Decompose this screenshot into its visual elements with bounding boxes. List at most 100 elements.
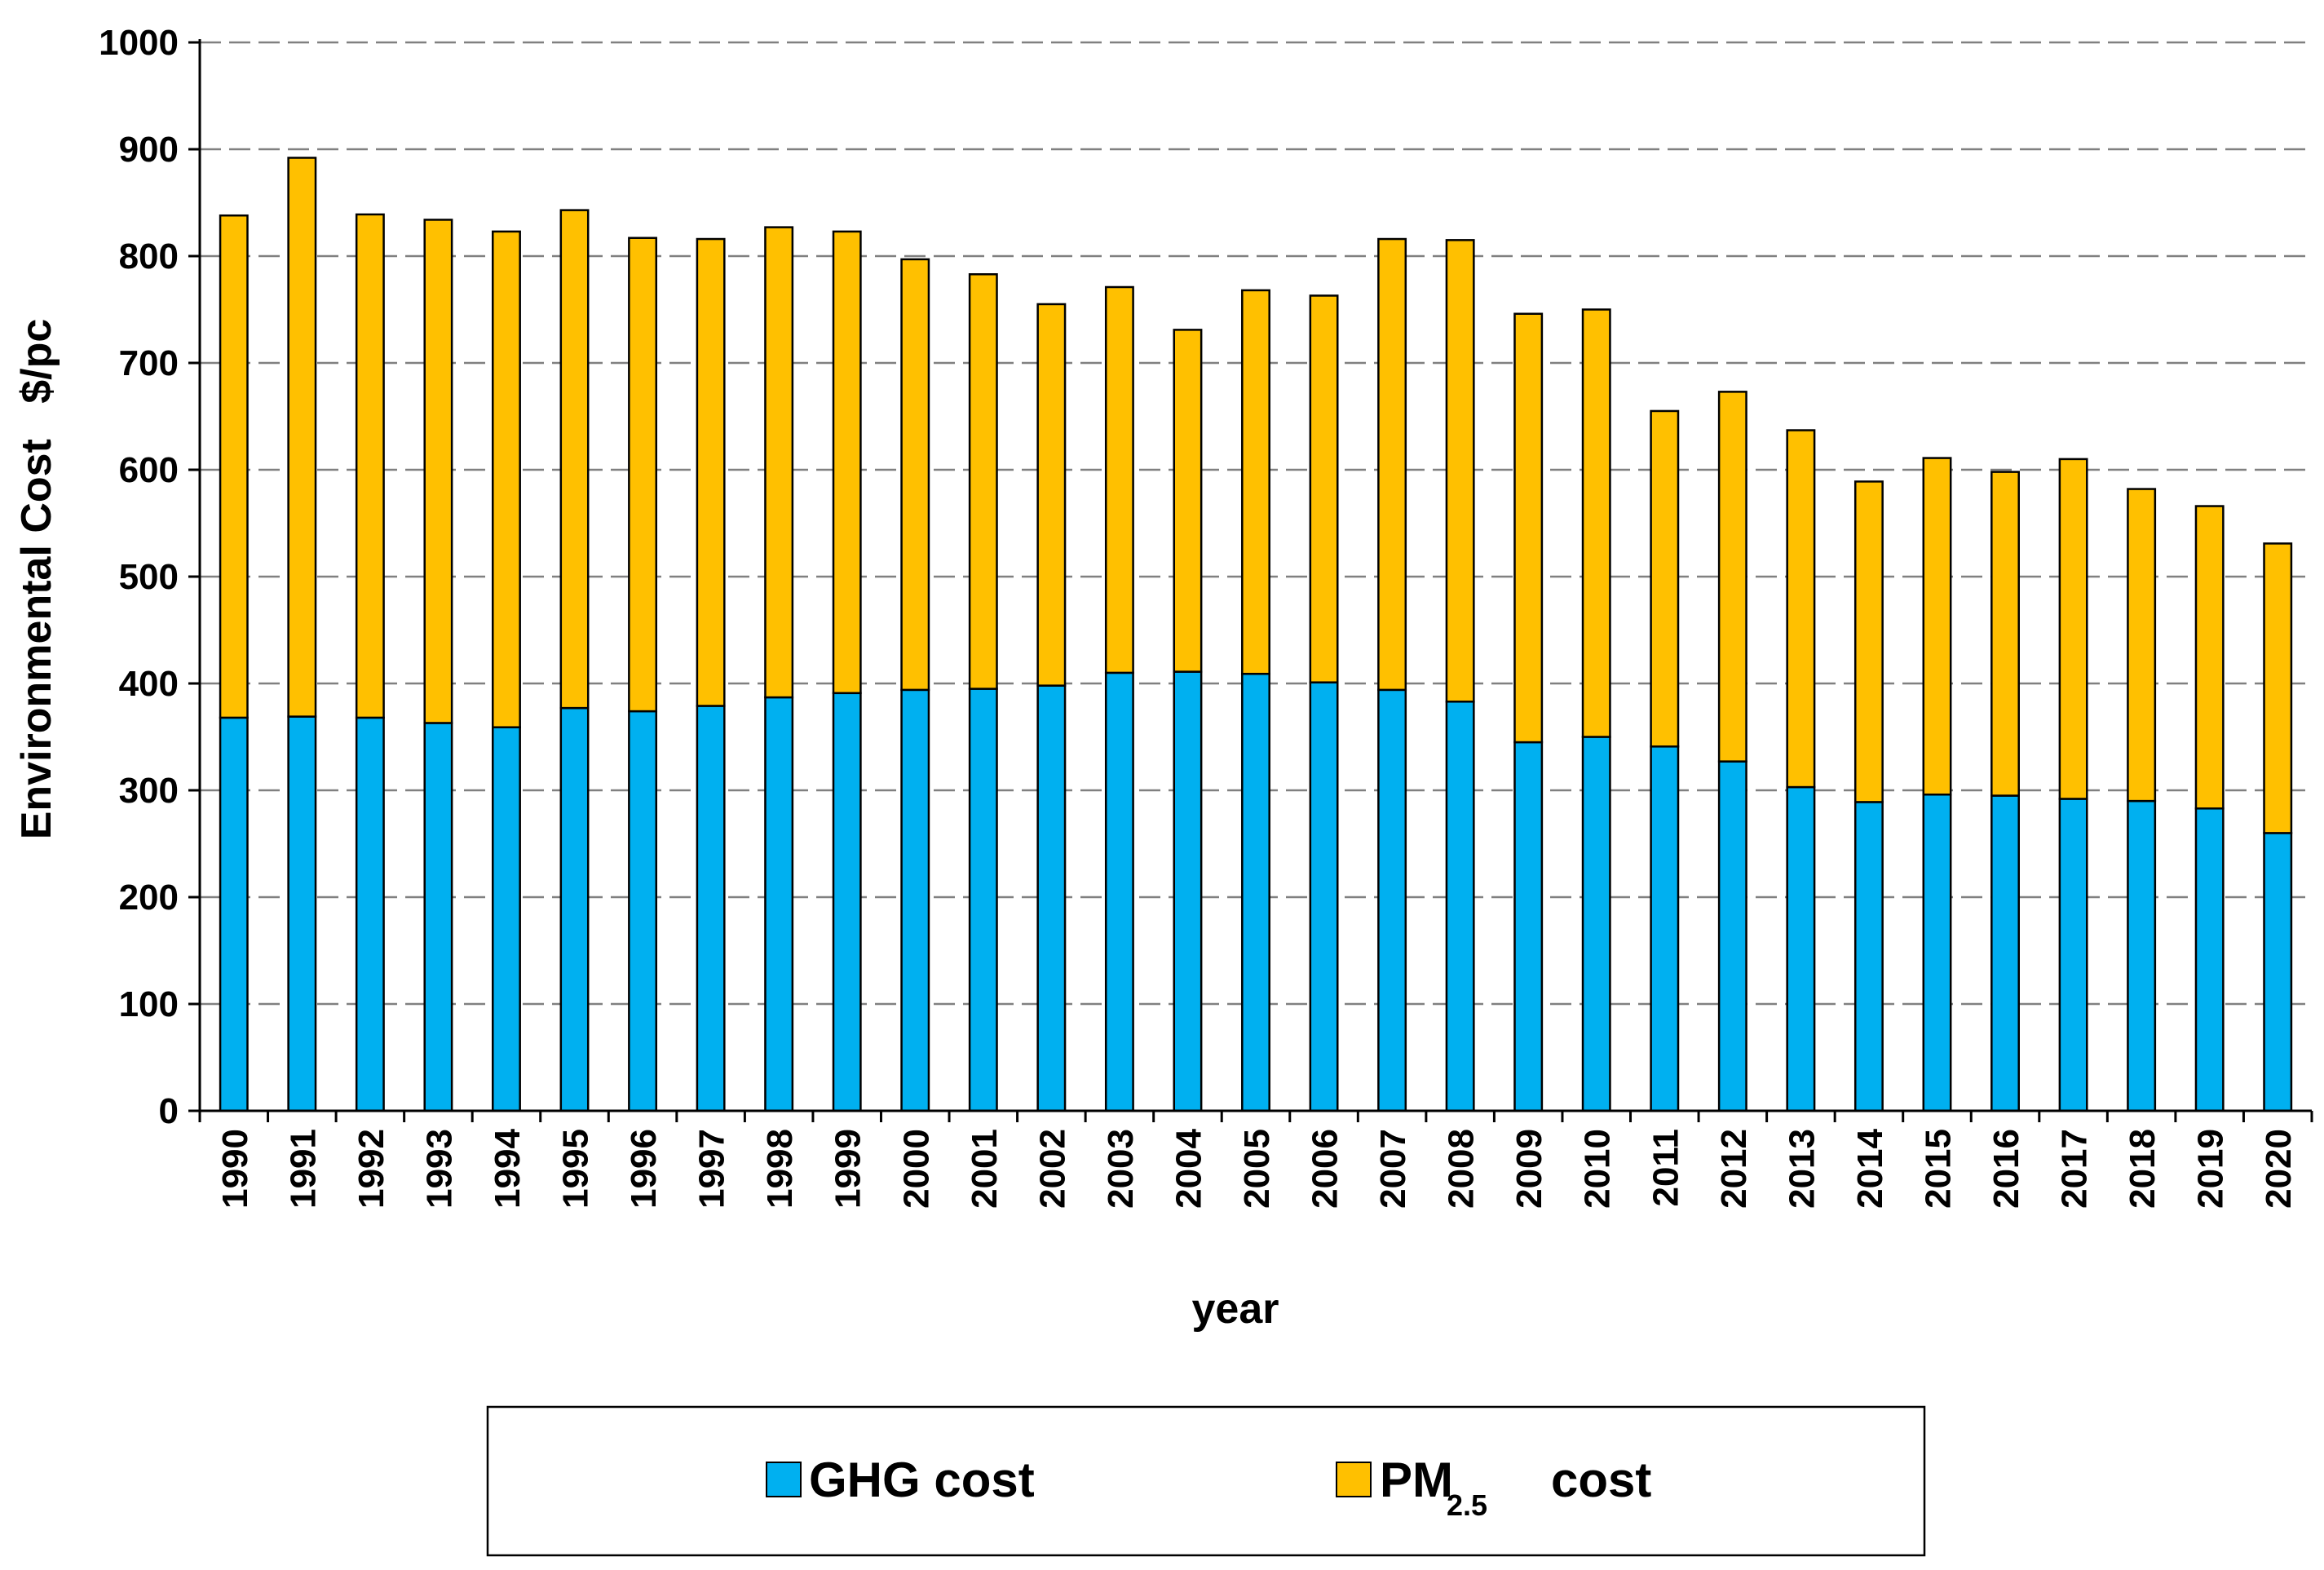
bar-pm25-1991 bbox=[287, 157, 317, 718]
bar-pm25-2006 bbox=[1309, 294, 1339, 683]
x-tick-label-2003: 2003 bbox=[1101, 1129, 1141, 1209]
bar-ghg-2019 bbox=[2194, 807, 2225, 1112]
x-tick-label-2011: 2011 bbox=[1646, 1129, 1686, 1206]
x-tick-label-1998: 1998 bbox=[760, 1129, 800, 1209]
x-tick-label-2017: 2017 bbox=[2055, 1129, 2095, 1209]
bar-pm25-2011 bbox=[1650, 409, 1680, 748]
legend-label-ghg: GHG cost bbox=[809, 1453, 1035, 1507]
bar-ghg-1995 bbox=[559, 706, 590, 1112]
bar-ghg-2002 bbox=[1036, 684, 1067, 1112]
x-tick-label-2020: 2020 bbox=[2259, 1129, 2299, 1209]
x-tick-label-2013: 2013 bbox=[1782, 1129, 1822, 1209]
y-tick-label-200: 200 bbox=[119, 878, 179, 918]
y-tick-label-700: 700 bbox=[119, 343, 179, 383]
legend-label-pm-suffix: cost bbox=[1551, 1453, 1651, 1507]
bar-ghg-2003 bbox=[1104, 671, 1134, 1112]
x-tick-label-2005: 2005 bbox=[1237, 1129, 1277, 1209]
y-tick-label-300: 300 bbox=[119, 771, 179, 811]
bar-ghg-2013 bbox=[1786, 785, 1816, 1112]
y-tick-labels: 0 100 200 300 400 500 600 700 800 900 1000 bbox=[99, 23, 179, 1131]
x-tick-label-2019: 2019 bbox=[2191, 1129, 2231, 1209]
bar-pm25-1996 bbox=[628, 237, 658, 713]
legend-label-pm: PM bbox=[1380, 1453, 1453, 1507]
bar-pm25-1992 bbox=[355, 213, 385, 719]
bar-pm25-1998 bbox=[764, 226, 794, 699]
x-tick-label-2014: 2014 bbox=[1850, 1128, 1890, 1208]
bar-pm25-2012 bbox=[1717, 391, 1747, 763]
bar-pm25-2010 bbox=[1581, 308, 1611, 738]
bar-pm25-1994 bbox=[492, 230, 521, 728]
y-tick-label-0: 0 bbox=[159, 1091, 179, 1131]
x-tick-label-2004: 2004 bbox=[1169, 1128, 1208, 1208]
bar-pm25-2018 bbox=[2127, 488, 2157, 803]
bar-ghg-1998 bbox=[764, 696, 794, 1112]
x-axis-title: year bbox=[1192, 1285, 1279, 1333]
x-tick-label-1992: 1992 bbox=[351, 1129, 391, 1209]
x-tick-label-1999: 1999 bbox=[828, 1129, 868, 1209]
bar-pm25-2002 bbox=[1036, 303, 1067, 687]
legend-label-pm-subscript: 2.5 bbox=[1447, 1488, 1487, 1522]
bar-ghg-2010 bbox=[1581, 736, 1611, 1112]
x-tick-label-1995: 1995 bbox=[556, 1129, 596, 1209]
bars bbox=[219, 157, 2293, 1112]
y-tick-label-100: 100 bbox=[119, 984, 179, 1024]
y-tick-label-400: 400 bbox=[119, 664, 179, 704]
bar-ghg-2001 bbox=[968, 688, 998, 1112]
bar-pm25-1995 bbox=[559, 209, 590, 710]
bar-pm25-2008 bbox=[1445, 239, 1475, 703]
bar-ghg-2007 bbox=[1377, 688, 1407, 1112]
x-tick-label-2015: 2015 bbox=[1918, 1129, 1958, 1209]
bar-pm25-2007 bbox=[1377, 237, 1407, 692]
x-tick-label-2002: 2002 bbox=[1032, 1129, 1072, 1209]
y-tick-label-900: 900 bbox=[119, 130, 179, 170]
bar-pm25-2000 bbox=[900, 258, 930, 692]
bar-pm25-2003 bbox=[1104, 285, 1134, 674]
x-tick-label-1990: 1990 bbox=[215, 1129, 255, 1209]
bar-pm25-1993 bbox=[423, 219, 453, 724]
x-tick-label-2012: 2012 bbox=[1714, 1129, 1754, 1209]
x-tick-label-2018: 2018 bbox=[2123, 1129, 2163, 1209]
bar-pm25-1997 bbox=[696, 237, 726, 707]
bar-ghg-2011 bbox=[1650, 745, 1680, 1112]
y-axis-title: Environmental Cost $/pc bbox=[13, 319, 60, 840]
x-tick-label-2000: 2000 bbox=[896, 1129, 936, 1209]
x-tick-label-2007: 2007 bbox=[1373, 1129, 1413, 1209]
bar-ghg-1991 bbox=[287, 715, 317, 1112]
bar-ghg-1999 bbox=[832, 692, 862, 1112]
legend-swatch-pm bbox=[1336, 1462, 1372, 1497]
x-tick-label-2009: 2009 bbox=[1509, 1129, 1549, 1209]
bar-ghg-2008 bbox=[1445, 701, 1475, 1112]
bar-ghg-1996 bbox=[628, 710, 658, 1112]
x-tick-label-1994: 1994 bbox=[488, 1128, 528, 1208]
bar-ghg-1993 bbox=[423, 722, 453, 1112]
bar-ghg-2018 bbox=[2127, 799, 2157, 1112]
bar-pm25-2016 bbox=[1990, 471, 2020, 797]
bar-ghg-2006 bbox=[1309, 681, 1339, 1112]
bar-ghg-2015 bbox=[1922, 793, 1952, 1112]
bar-ghg-2005 bbox=[1241, 672, 1270, 1112]
x-tick-label-2010: 2010 bbox=[1578, 1129, 1618, 1209]
bar-pm25-2001 bbox=[968, 273, 998, 690]
bar-ghg-1990 bbox=[219, 716, 249, 1112]
bar-pm25-2014 bbox=[1853, 480, 1884, 803]
x-tick-label-1993: 1993 bbox=[419, 1129, 459, 1209]
bar-ghg-2000 bbox=[900, 688, 930, 1112]
y-tick-label-800: 800 bbox=[119, 237, 179, 276]
legend-box bbox=[486, 1405, 1926, 1557]
y-tick-label-500: 500 bbox=[119, 557, 179, 597]
bar-ghg-1997 bbox=[696, 705, 726, 1112]
x-tick-label-2016: 2016 bbox=[1986, 1129, 2026, 1209]
bar-pm25-2017 bbox=[2058, 458, 2088, 800]
x-tick-label-2001: 2001 bbox=[965, 1129, 1005, 1209]
axes bbox=[188, 39, 2313, 1122]
bar-pm25-2015 bbox=[1922, 457, 1952, 796]
bar-pm25-2020 bbox=[2263, 542, 2293, 834]
bar-ghg-2009 bbox=[1513, 741, 1544, 1112]
legend-swatch-ghg bbox=[766, 1462, 802, 1497]
bar-ghg-2014 bbox=[1853, 801, 1884, 1112]
bar-pm25-2005 bbox=[1241, 289, 1270, 675]
x-tick-label-2008: 2008 bbox=[1442, 1129, 1482, 1209]
bar-ghg-2017 bbox=[2058, 798, 2088, 1112]
bar-pm25-2004 bbox=[1173, 329, 1203, 673]
